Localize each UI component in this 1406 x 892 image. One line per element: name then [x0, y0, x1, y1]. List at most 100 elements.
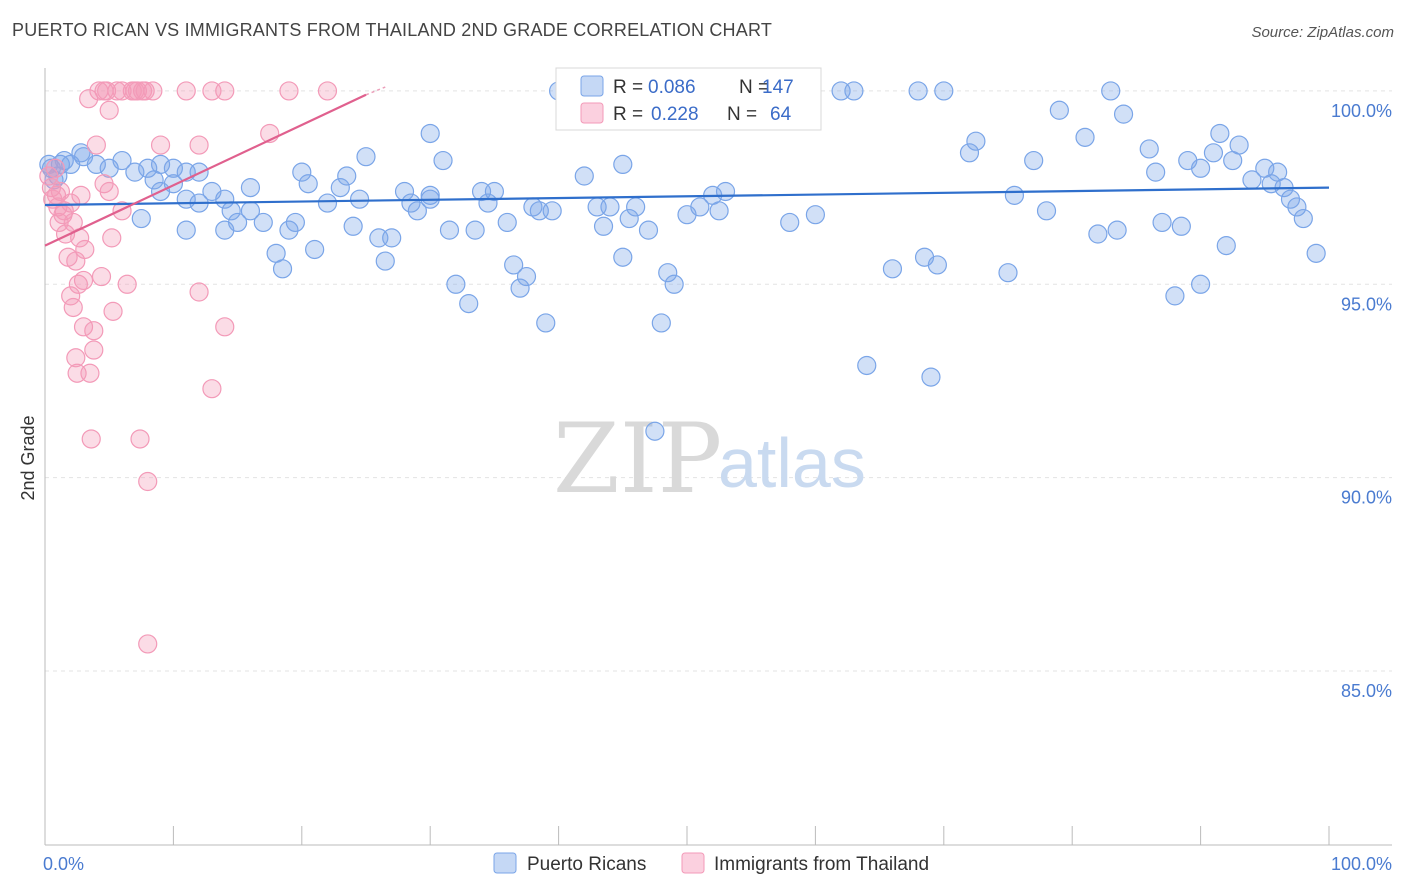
puerto-ricans-point	[1049, 100, 1069, 120]
puerto-ricans-point	[420, 185, 440, 205]
legend-swatch-pink	[580, 102, 604, 124]
legend-swatch-blue	[580, 75, 604, 97]
puerto-ricans-point	[292, 162, 312, 182]
puerto-ricans-point	[382, 228, 402, 248]
thailand-point	[84, 321, 104, 341]
thailand-point	[46, 185, 67, 205]
source-label: Source: ZipAtlas.com	[1251, 24, 1394, 41]
puerto-ricans-point	[966, 131, 986, 151]
puerto-ricans-point	[613, 247, 633, 267]
y-tick-label: 95.0%	[1341, 294, 1392, 314]
thailand-point	[63, 297, 83, 318]
puerto-ricans-point	[638, 220, 659, 240]
thailand-point	[130, 429, 150, 449]
puerto-ricans-point	[658, 263, 678, 283]
puerto-ricans-point	[536, 313, 556, 333]
puerto-ricans-point	[1075, 127, 1095, 147]
puerto-ricans-point	[1293, 208, 1313, 229]
puerto-ricans-point	[317, 193, 338, 213]
puerto-ricans-point	[285, 212, 305, 233]
puerto-ricans-point	[651, 313, 671, 333]
series-legend: Puerto Ricans Immigrants from Thailand	[493, 852, 929, 875]
stats-legend: R = 0.086 N = 147 R = 0.228 N = 64	[555, 67, 822, 131]
puerto-ricans-point	[272, 259, 293, 279]
thailand-point	[86, 135, 106, 155]
puerto-ricans-point	[664, 274, 684, 294]
thailand-point	[189, 135, 209, 155]
puerto-ricans-point	[228, 212, 248, 233]
puerto-ricans-point	[279, 220, 299, 240]
thailand-point	[45, 158, 65, 178]
puerto-ricans-point	[1113, 104, 1134, 124]
thailand-point	[143, 81, 163, 101]
puerto-ricans-point	[337, 166, 357, 186]
puerto-ricans-point	[349, 189, 370, 209]
legend-r-value-1: 0.086	[648, 77, 696, 98]
puerto-ricans-point	[516, 266, 537, 287]
bottom-legend-label-2: Immigrants from Thailand	[714, 854, 929, 875]
legend-r-value-2: 0.228	[651, 104, 699, 125]
thailand-point	[117, 274, 137, 294]
legend-r-label-2: R =	[613, 104, 643, 125]
puerto-ricans-point	[163, 158, 183, 178]
puerto-ricans-point	[934, 81, 954, 101]
x-tick-labels: 0.0% 100.0%	[43, 854, 1392, 874]
thailand-point	[54, 201, 74, 221]
puerto-ricans-point	[1171, 216, 1191, 236]
axes	[44, 68, 1392, 846]
y-tick-label: 100.0%	[1331, 101, 1392, 121]
puerto-ricans-point	[857, 355, 877, 376]
puerto-ricans-point	[459, 294, 479, 314]
thailand-point	[80, 363, 100, 383]
puerto-ricans-point	[542, 201, 562, 221]
puerto-ricans-point	[927, 255, 947, 275]
thailand-trend-line	[44, 93, 367, 247]
puerto-ricans-point	[343, 216, 363, 236]
puerto-ricans-point	[1024, 150, 1044, 171]
thailand-point	[138, 634, 158, 654]
thailand-point	[73, 317, 94, 337]
x-tick-label: 0.0%	[43, 854, 84, 874]
puerto-ricans-point	[959, 143, 980, 163]
puerto-ricans-point	[626, 197, 646, 217]
puerto-ricans-point	[921, 367, 941, 387]
legend-n-label-1: N =	[739, 77, 769, 98]
puerto-ricans-point	[163, 174, 183, 194]
thailand-point	[75, 239, 95, 260]
thailand-point	[39, 166, 59, 186]
thailand-point	[71, 185, 91, 205]
puerto-ricans-point	[882, 259, 903, 279]
puerto-ricans-point	[619, 208, 639, 229]
puerto-ricans-point	[125, 162, 145, 182]
puerto-ricans-point	[298, 174, 318, 194]
legend-n-value-1: 147	[762, 77, 794, 98]
puerto-ricans-point	[780, 212, 800, 233]
puerto-ricans-point	[1146, 162, 1166, 182]
puerto-ricans-point	[439, 220, 460, 240]
watermark-zip: ZIP	[553, 403, 722, 515]
puerto-ricans-point	[1287, 197, 1307, 217]
thailand-point	[103, 301, 123, 321]
puerto-ricans-point	[446, 274, 466, 294]
puerto-ricans-point	[433, 150, 453, 171]
grid-lines	[45, 90, 1392, 672]
y-tick-label: 90.0%	[1341, 488, 1392, 508]
puerto-ricans-point	[138, 158, 158, 178]
puerto-ricans-point	[131, 208, 151, 229]
puerto-ricans-point	[1229, 135, 1249, 155]
thailand-point	[102, 228, 122, 248]
puerto-ricans-point	[420, 123, 440, 144]
trend-lines	[44, 86, 1330, 247]
y-tick-labels: 100.0% 95.0% 90.0% 85.0%	[1331, 101, 1392, 701]
puerto-ricans-point	[613, 154, 633, 175]
y-axis-label: 2nd Grade	[18, 415, 38, 500]
thailand-point	[138, 471, 158, 492]
legend-n-label-2: N =	[727, 104, 757, 125]
puerto-ricans-point	[690, 197, 710, 217]
bottom-legend-label-1: Puerto Ricans	[527, 854, 646, 875]
thailand-point	[66, 348, 86, 368]
thailand-point	[189, 282, 209, 302]
puerto-ricans-point	[330, 178, 350, 198]
thailand-point	[150, 135, 171, 155]
